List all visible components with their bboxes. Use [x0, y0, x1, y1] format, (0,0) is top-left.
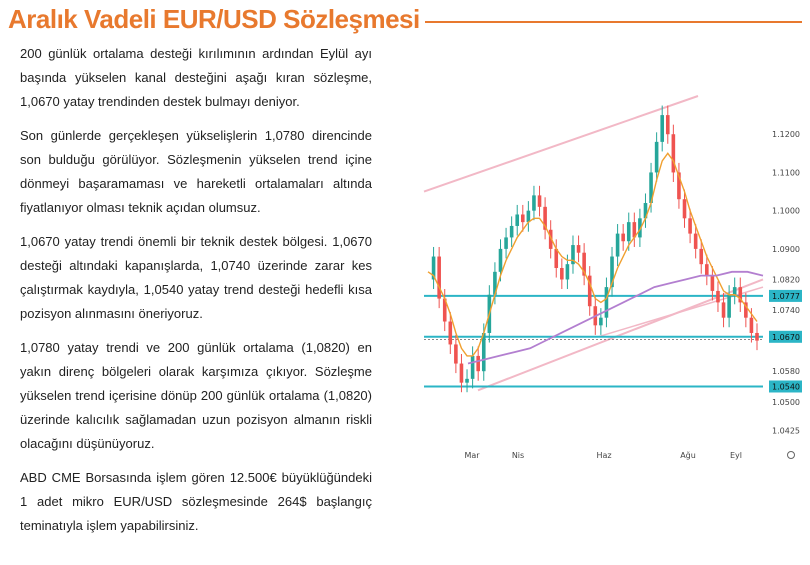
candle-body [621, 233, 625, 242]
candle-body [643, 203, 648, 219]
candle-body [649, 172, 653, 204]
candle-body [749, 317, 754, 333]
candle-body [571, 245, 575, 265]
candle-body [755, 332, 759, 341]
ma-short-line [427, 152, 758, 357]
level-badge [769, 289, 802, 302]
candle-body [465, 378, 469, 383]
x-tick-label: Haz [596, 451, 611, 460]
channel-lower-line-2 [597, 286, 764, 338]
candle-body [454, 344, 458, 364]
candle-body [493, 271, 497, 295]
candle-body [459, 363, 464, 383]
candle-body [576, 245, 581, 253]
candle-body [626, 222, 631, 242]
candle-body [604, 287, 609, 318]
candle-body [554, 248, 559, 268]
candle-body [526, 210, 531, 223]
candle-body [705, 264, 709, 276]
candle-body [710, 275, 715, 291]
candle-body [654, 141, 659, 173]
candle-body [727, 294, 731, 318]
paragraph-2: Son günlerde gerçekleşen yükselişlerin 1… [20, 128, 372, 215]
settings-icon [787, 451, 795, 459]
candle-body [520, 214, 525, 223]
y-tick-label: 1.0580 [772, 367, 800, 376]
price-chart: 1.0777 1.0670 1.0540 1.1200 1.1100 1.1000 1.09… [418, 88, 802, 468]
paragraph-4: 1,0780 yatay trendi ve 200 günlük ortala… [20, 340, 372, 451]
candle-body [716, 290, 720, 303]
y-tick-label: 1.1000 [772, 207, 800, 216]
candle-body [732, 287, 737, 295]
candle-body [744, 302, 748, 318]
level-label: 1.0670 [772, 333, 800, 342]
candle-body [677, 172, 681, 200]
candle-body [470, 355, 475, 379]
article-body: 200 günlük ortalama desteği kırılımının … [20, 42, 372, 548]
candle-body [560, 268, 564, 280]
channel-upper-line [423, 95, 699, 193]
candle-body [615, 233, 620, 257]
candle-body [699, 248, 704, 265]
candle-body [532, 195, 536, 211]
x-tick-label: Mar [464, 451, 480, 460]
y-tick-label: 1.0820 [772, 275, 800, 284]
y-tick-label: 1.0900 [772, 245, 800, 254]
paragraph-5: ABD CME Borsasında işlem gören 12.500€ b… [20, 470, 372, 533]
candle-body [537, 195, 542, 207]
candle-body [582, 252, 586, 276]
level-badge [769, 380, 802, 393]
candle-body [509, 225, 514, 238]
level-label: 1.0540 [772, 382, 800, 391]
candle-body [565, 264, 570, 280]
y-tick-label: 1.1200 [772, 130, 800, 139]
candle-body [688, 218, 692, 234]
ma-200-line [467, 270, 764, 365]
candle-body [599, 317, 603, 326]
candle-body [682, 199, 687, 219]
page-title: Aralık Vadeli EUR/USD Sözleşmesi [8, 4, 420, 34]
candle-body [437, 256, 441, 299]
level-badge [769, 330, 802, 343]
candle-body [610, 256, 614, 288]
y-tick-label: 1.0500 [772, 398, 800, 407]
candle-body [693, 233, 698, 249]
candle-body [660, 115, 665, 142]
candle-body [632, 222, 637, 238]
x-tick-label: Eyl [730, 451, 742, 460]
candle-body [448, 321, 453, 345]
y-tick-label: 1.1100 [772, 168, 800, 177]
candle-body [543, 206, 547, 230]
candle-body [515, 214, 520, 226]
candle-body [476, 355, 480, 372]
y-tick-label: 1.0425 [772, 426, 800, 435]
channel-lower-line [477, 278, 764, 392]
candle-body [431, 256, 436, 280]
candle-body [498, 248, 503, 272]
candle-body [442, 298, 447, 322]
title-divider [425, 21, 802, 23]
candle-body [481, 332, 486, 372]
candle-body [587, 275, 592, 307]
candle-body [504, 237, 508, 249]
candle-body [665, 115, 670, 135]
paragraph-3: 1,0670 yatay trendi önemli bir teknik de… [20, 234, 372, 321]
paragraph-1: 200 günlük ortalama desteği kırılımının … [20, 46, 372, 109]
candle-body [548, 229, 553, 249]
candle-body [721, 302, 726, 318]
candle-body [638, 218, 642, 238]
level-label: 1.0777 [772, 292, 800, 301]
chart-svg: 1.0777 1.0670 1.0540 1.1200 1.1100 1.1000 1.09… [423, 95, 802, 460]
candle-body [738, 287, 743, 303]
x-tick-label: Ağu [680, 451, 696, 460]
y-tick-label: 1.0740 [772, 306, 800, 315]
x-tick-label: Nis [512, 451, 524, 460]
candle-body [671, 134, 676, 173]
